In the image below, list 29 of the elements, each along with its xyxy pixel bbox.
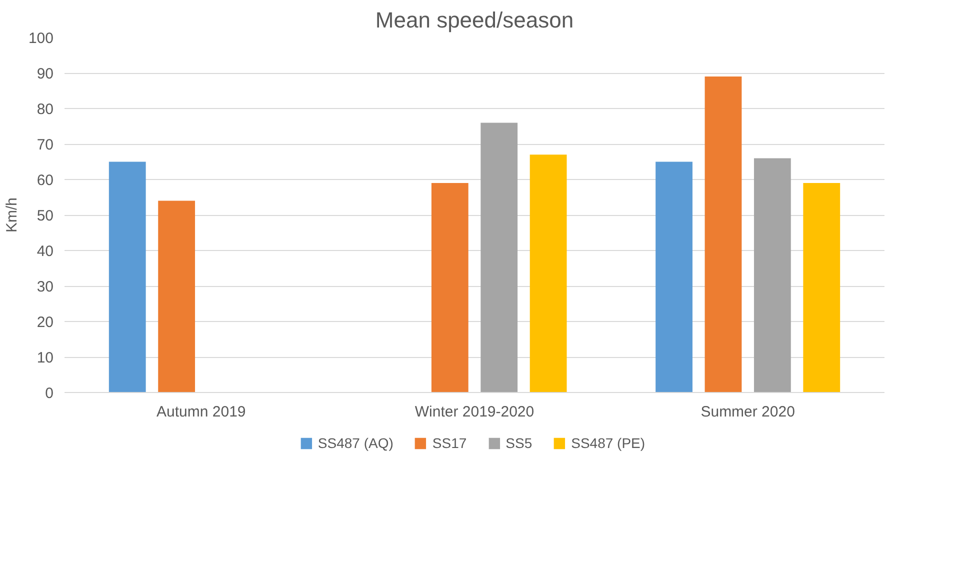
y-tick-label: 100 [28, 30, 54, 47]
bar [754, 158, 791, 392]
y-tick-label: 10 [36, 350, 54, 366]
bar [656, 162, 692, 392]
y-tick-label: 20 [36, 314, 54, 331]
y-tick-label: 60 [36, 172, 54, 189]
bar [704, 76, 742, 392]
x-tick-label: Summer 2020 [700, 404, 795, 420]
legend-label: SS17 [432, 435, 467, 451]
y-tick-label: 40 [36, 243, 54, 260]
x-tick-label: Winter 2019-2020 [414, 404, 534, 420]
bar [480, 122, 518, 392]
x-tick-label: Autumn 2019 [156, 404, 246, 420]
legend-label: SS487 (PE) [571, 435, 646, 451]
legend-label: SS487 (AQ) [318, 435, 394, 451]
y-tick-label: 70 [36, 136, 54, 154]
y-tick-label: 30 [36, 278, 54, 296]
legend-label: SS5 [506, 435, 532, 451]
bar [431, 183, 468, 392]
bar [803, 183, 840, 392]
y-axis-title: Km/h [3, 197, 20, 233]
bar [530, 154, 567, 392]
y-tick-label: 80 [36, 101, 54, 118]
y-tick-label: 50 [36, 208, 54, 224]
bar [158, 200, 196, 392]
chart-title: Mean speed/season [375, 8, 574, 32]
y-tick-label: 0 [45, 385, 54, 402]
y-tick-label: 90 [36, 66, 54, 82]
bar [108, 162, 146, 392]
